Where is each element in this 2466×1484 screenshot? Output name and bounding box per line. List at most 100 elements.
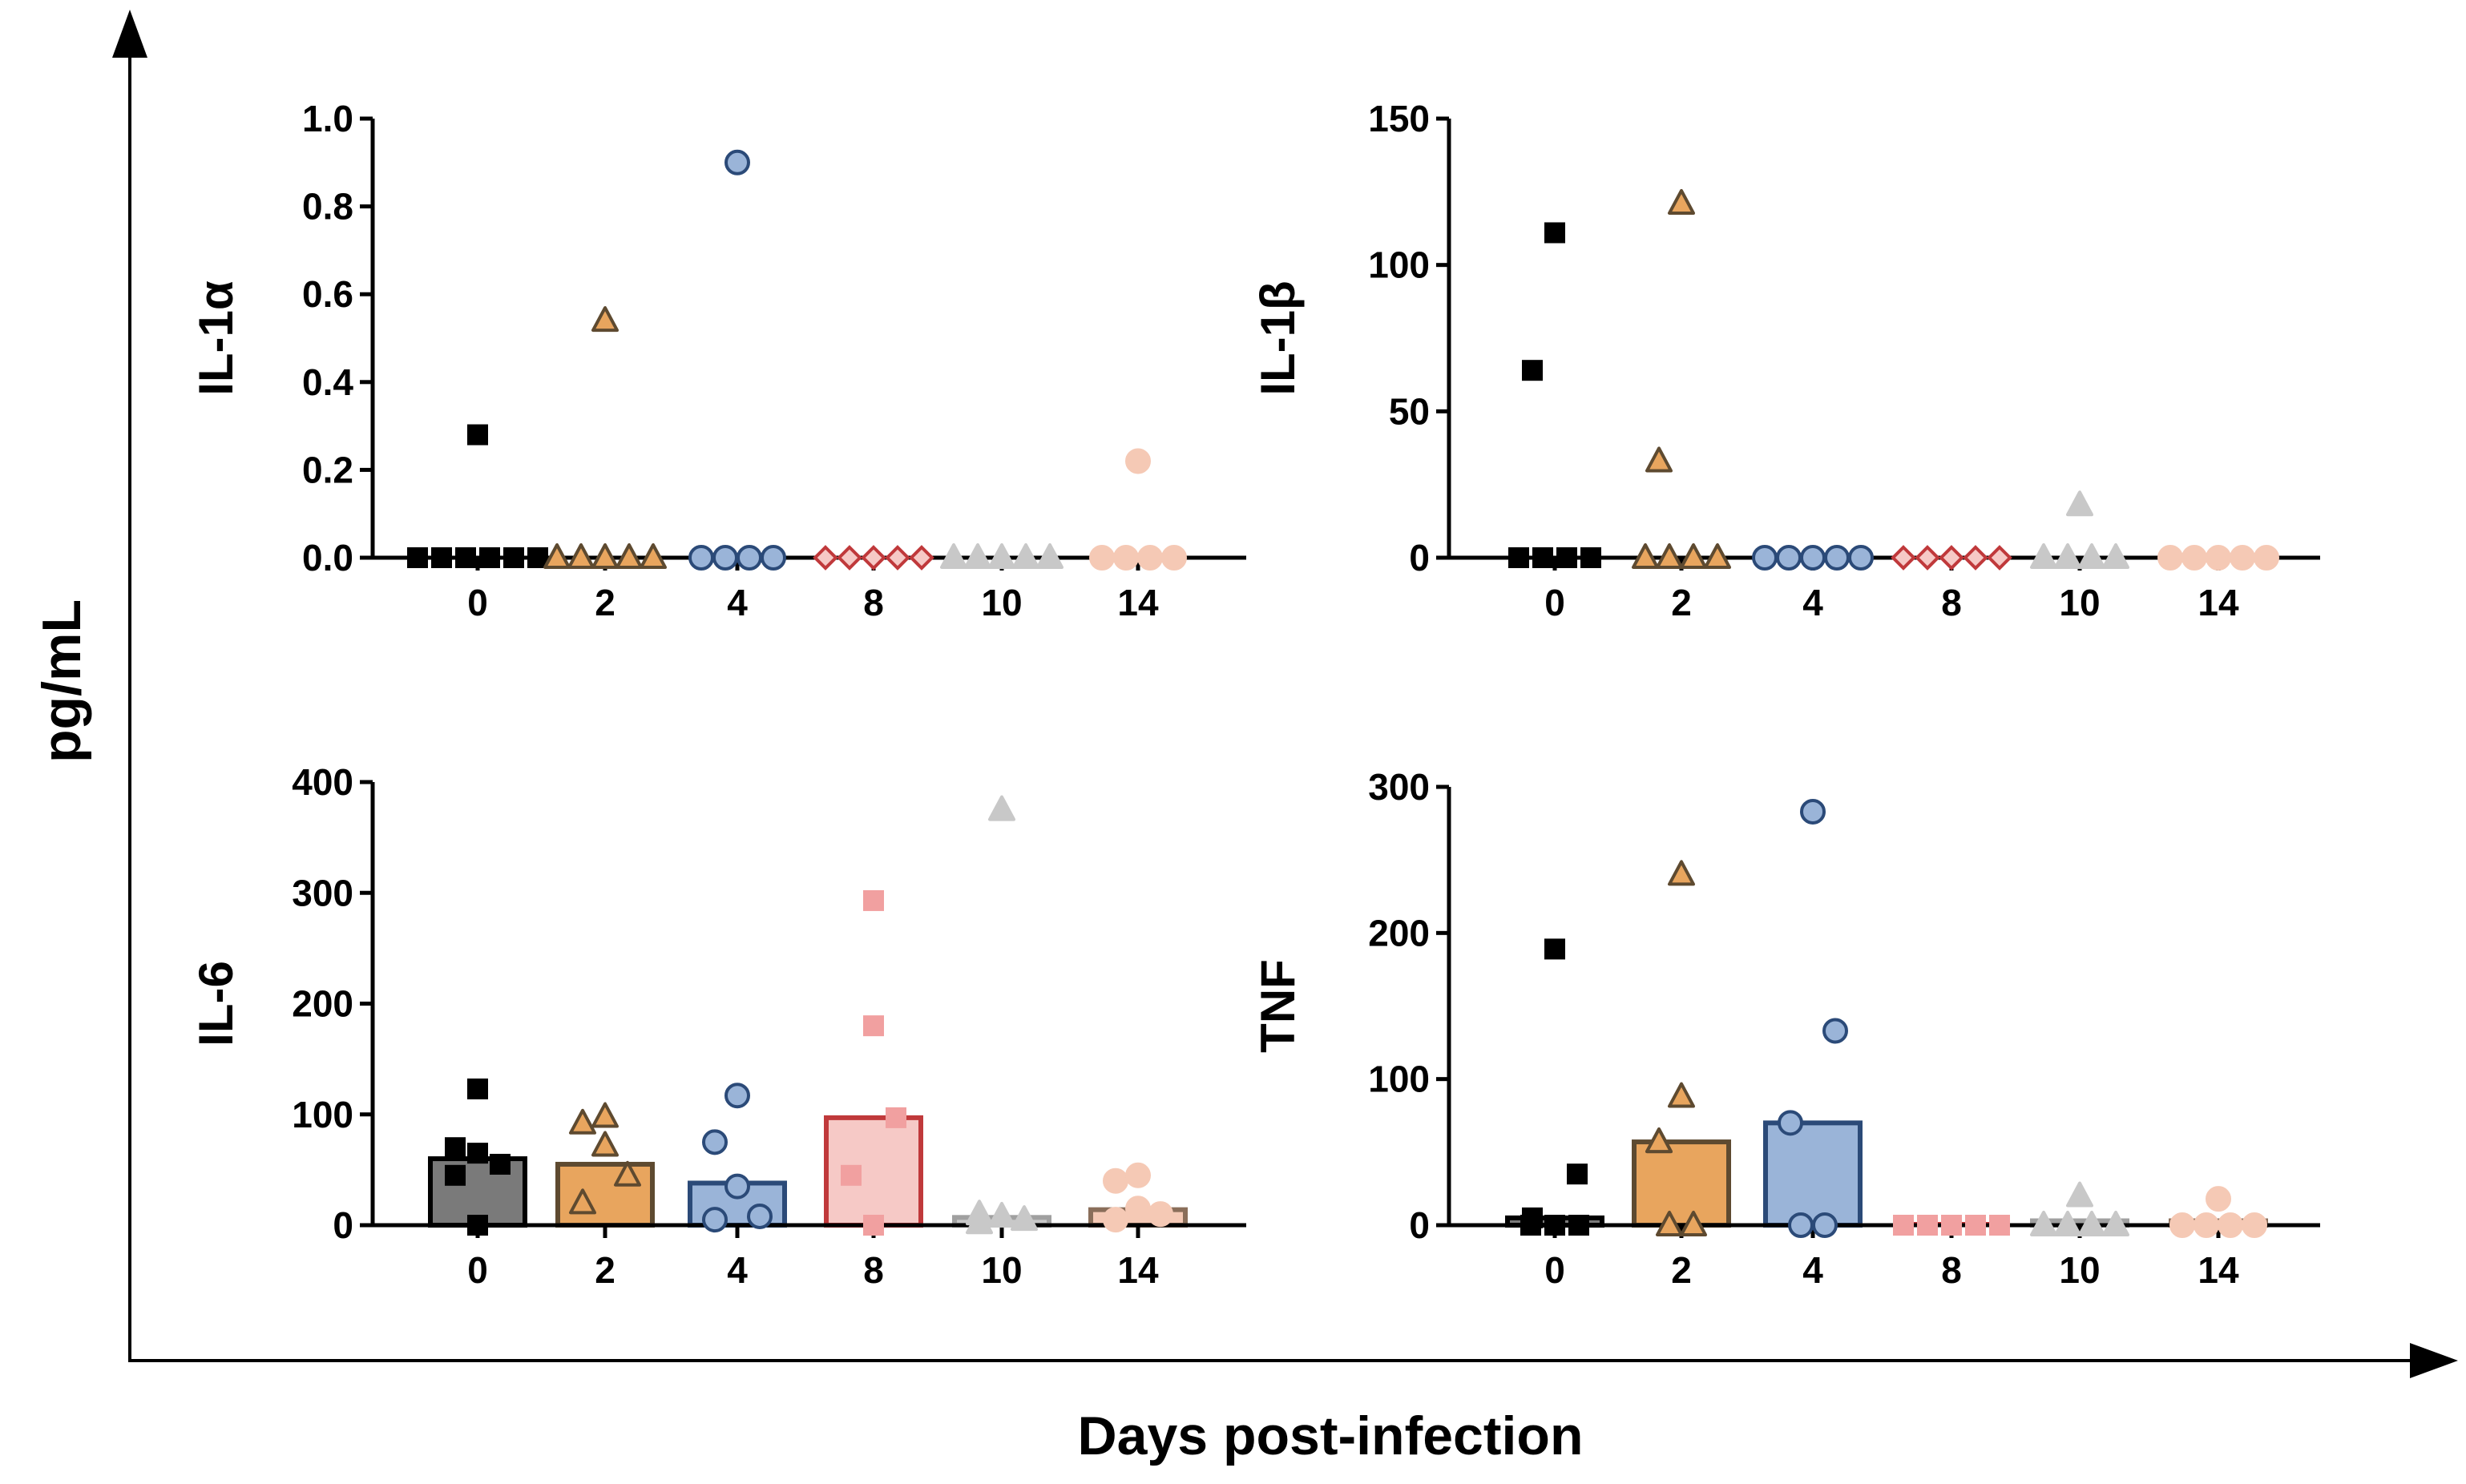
y-tick-label: 100 [292, 1094, 353, 1135]
data-point-day-8 [863, 889, 884, 911]
data-point-day-4 [761, 545, 786, 571]
data-point-day-4 [737, 545, 762, 571]
x-tick-label: 2 [595, 582, 615, 623]
data-point-day-10 [2030, 543, 2057, 569]
data-point-day-8 [1917, 1215, 1938, 1236]
data-point-day-4 [1788, 1212, 1814, 1238]
x-tick-label: 2 [1671, 1249, 1692, 1291]
x-tick-label: 14 [1117, 1249, 1159, 1291]
panel-label: IL-1α [189, 280, 243, 396]
data-point-day-10 [2078, 1211, 2105, 1236]
data-point-day-8 [813, 545, 838, 571]
data-point-day-14 [1103, 1207, 1128, 1233]
x-tick-label: 14 [2198, 582, 2239, 623]
data-point-day-0 [467, 1078, 488, 1099]
x-tick-label: 0 [1544, 1249, 1565, 1291]
data-point-day-2 [615, 543, 643, 569]
data-point-day-0 [1522, 360, 1543, 381]
y-tick-label: 200 [1368, 912, 1430, 954]
data-point-day-2 [567, 543, 595, 569]
data-point-day-10 [1012, 543, 1039, 569]
x-tick-label: 8 [863, 1249, 884, 1291]
x-tick-label: 10 [981, 582, 1022, 623]
data-point-day-8 [886, 1107, 906, 1128]
data-point-day-8 [1963, 545, 1988, 571]
x-tick-label: 10 [981, 1249, 1022, 1291]
data-point-day-4 [724, 149, 750, 175]
data-point-day-2 [591, 1131, 619, 1157]
data-point-day-8 [1893, 1215, 1914, 1236]
data-point-day-0 [1544, 938, 1565, 960]
data-point-day-14 [1089, 545, 1115, 571]
data-point-day-14 [2157, 545, 2183, 571]
data-point-day-2 [591, 1102, 619, 1128]
data-point-day-8 [837, 545, 862, 571]
bar-day-2 [555, 1161, 655, 1228]
data-point-day-2 [1704, 543, 1731, 569]
x-tick-label: 4 [1802, 1249, 1823, 1291]
data-point-day-0 [1522, 1207, 1543, 1228]
data-point-day-0 [431, 547, 452, 568]
data-point-day-2 [1668, 1082, 1695, 1108]
y-tick-label: 0.8 [302, 186, 353, 228]
y-tick-label: 100 [1368, 1059, 1430, 1100]
data-point-day-4 [724, 1173, 750, 1200]
x-tick-label: 2 [595, 1249, 615, 1291]
data-point-day-0 [1508, 547, 1529, 568]
y-tick-label: 300 [292, 872, 353, 913]
data-point-day-0 [490, 1153, 511, 1175]
y-tick-label: 1.0 [302, 98, 353, 139]
data-point-day-2 [1656, 543, 1683, 569]
x-tick-label: 8 [863, 582, 884, 623]
data-point-day-8 [863, 1015, 884, 1037]
data-point-day-2 [569, 1108, 596, 1135]
data-point-day-14 [1125, 1162, 1151, 1188]
data-point-day-0 [1556, 547, 1577, 568]
data-point-day-8 [863, 1215, 884, 1236]
data-point-day-2 [1680, 1211, 1707, 1236]
data-point-day-0 [1544, 1215, 1565, 1236]
data-point-day-14 [1125, 1196, 1151, 1222]
data-point-day-10 [964, 543, 991, 569]
y-tick-label: 0.0 [302, 537, 353, 579]
x-tick-label: 4 [727, 582, 748, 623]
data-point-day-8 [909, 545, 934, 571]
y-tick-label: 0.4 [302, 361, 353, 403]
data-point-day-10 [2054, 1211, 2081, 1236]
data-point-day-2 [1656, 1211, 1683, 1236]
data-point-day-2 [569, 1188, 596, 1215]
data-point-day-14 [1113, 545, 1139, 571]
data-point-day-0 [445, 1137, 466, 1159]
data-point-day-8 [861, 545, 886, 571]
x-tick-label: 0 [467, 1249, 488, 1291]
x-tick-label: 8 [1941, 1249, 1962, 1291]
panel-label: IL-1β [1251, 280, 1305, 395]
data-point-day-0 [1580, 547, 1601, 568]
data-point-day-10 [2078, 543, 2105, 569]
data-point-day-2 [1632, 543, 1659, 569]
y-tick-label: 0.6 [302, 273, 353, 315]
data-point-day-2 [591, 306, 619, 333]
data-point-day-10 [2102, 543, 2129, 569]
x-tick-label: 2 [1671, 582, 1692, 623]
y-tick-label: 400 [292, 761, 353, 803]
data-point-day-0 [455, 547, 476, 568]
data-point-day-2 [1668, 860, 1695, 886]
x-tick-label: 0 [467, 582, 488, 623]
data-point-day-0 [1532, 547, 1553, 568]
data-point-day-14 [2254, 545, 2279, 571]
data-point-day-14 [2230, 545, 2255, 571]
x-tick-label: 4 [727, 1249, 748, 1291]
data-point-day-0 [407, 547, 428, 568]
data-point-day-10 [940, 543, 967, 569]
data-point-day-4 [1752, 545, 1778, 571]
data-point-day-4 [724, 1083, 750, 1109]
panel-il-1b: 0 50 100 150 0 2 4 8 10 14 IL-1β [1251, 98, 2320, 623]
data-point-day-8 [841, 1164, 862, 1186]
data-point-day-14 [2218, 1212, 2243, 1238]
data-point-day-4 [1812, 1212, 1838, 1238]
data-point-day-4 [1776, 545, 1802, 571]
data-point-day-14 [1161, 545, 1187, 571]
data-point-day-10 [2030, 1211, 2057, 1236]
